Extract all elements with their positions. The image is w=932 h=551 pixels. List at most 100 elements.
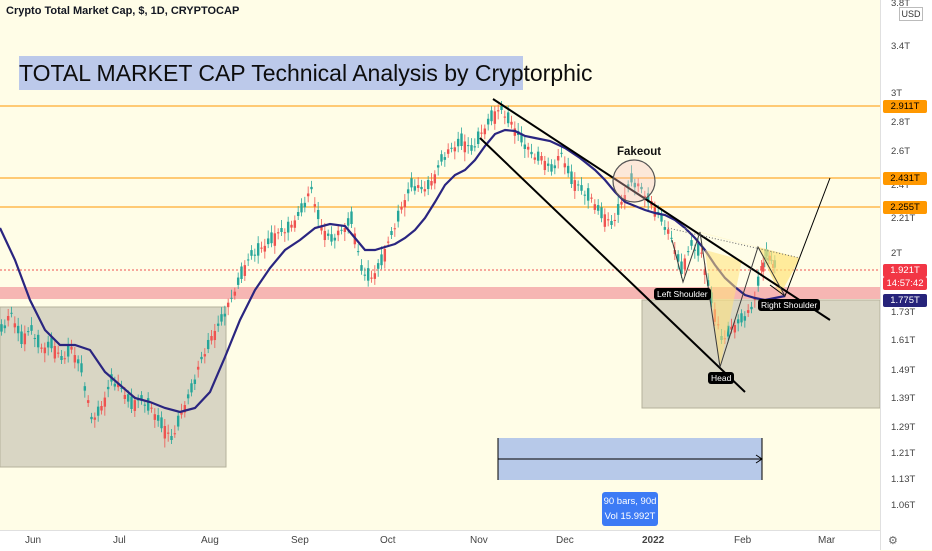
candle-body xyxy=(610,221,613,225)
candle-body xyxy=(56,352,60,354)
candle-body xyxy=(733,325,737,333)
candle-body xyxy=(580,185,583,191)
candle-body xyxy=(613,219,617,221)
candle-body xyxy=(246,259,250,261)
candle-body xyxy=(240,266,243,279)
candle-body xyxy=(26,331,30,333)
candle-body xyxy=(676,254,680,262)
candle-body xyxy=(556,156,560,161)
candle-body xyxy=(510,121,513,125)
candle-body xyxy=(476,131,480,144)
candle-body xyxy=(440,154,443,162)
candle-body xyxy=(390,231,393,235)
candle-body xyxy=(623,195,627,203)
candle-body xyxy=(193,379,197,384)
candle-body xyxy=(203,354,207,357)
candle-body xyxy=(630,173,633,183)
candle-body xyxy=(33,337,37,340)
chart-area[interactable]: Crypto Total Market Cap, $, 1D, CRYPTOCA… xyxy=(0,0,880,530)
candle-body xyxy=(643,195,647,199)
candle-body xyxy=(210,336,213,341)
candle-body xyxy=(743,316,747,321)
candle-body xyxy=(383,249,387,262)
candle-body xyxy=(150,407,153,409)
candle-body xyxy=(633,182,637,188)
candle-body xyxy=(586,188,590,201)
candle-body xyxy=(750,306,753,310)
gear-icon[interactable]: ⚙ xyxy=(888,535,898,547)
candle-body xyxy=(503,116,507,118)
time-tick: Aug xyxy=(201,535,219,546)
currency-label[interactable]: USD xyxy=(899,7,923,21)
candle-body xyxy=(453,147,457,152)
level-badge-mid: 2.431T xyxy=(883,172,927,185)
candle-body xyxy=(373,273,377,279)
price-axis[interactable]: USD 3.8T 3.4T 3T 2.8T 2.6T 2.4T 2.21T 2T… xyxy=(880,0,932,550)
candle-body xyxy=(480,132,483,134)
candle-body xyxy=(660,214,663,222)
candle-body xyxy=(600,207,603,219)
candle-body xyxy=(680,261,683,274)
candle-body xyxy=(486,118,490,125)
candle-body xyxy=(83,386,87,391)
candle-body xyxy=(306,193,310,197)
candle-body xyxy=(740,313,743,323)
candle-body xyxy=(596,205,600,211)
candle-body xyxy=(370,277,373,279)
candle-body xyxy=(410,178,413,188)
candle-body xyxy=(276,232,280,234)
candle-body xyxy=(343,228,347,232)
candle-body xyxy=(13,323,17,328)
candle-body xyxy=(260,247,263,249)
price-chart[interactable] xyxy=(0,0,880,530)
candle-body xyxy=(290,224,293,228)
candle-body xyxy=(436,165,440,168)
candle-body xyxy=(666,229,670,234)
candle-body xyxy=(173,433,177,435)
candle-body xyxy=(106,386,110,390)
candle-body xyxy=(16,325,20,334)
price-tick: 2.6T xyxy=(891,146,911,157)
target-box-right xyxy=(641,299,880,409)
candle-body xyxy=(620,201,623,205)
time-axis[interactable]: Jun Jul Aug Sep Oct Nov Dec 2022 Feb Mar xyxy=(0,530,880,551)
candle-body xyxy=(433,174,437,184)
candle-body xyxy=(316,209,320,220)
candle-body xyxy=(230,297,233,299)
candle-body xyxy=(540,156,543,161)
candle-body xyxy=(670,237,673,239)
candle-body xyxy=(456,138,460,147)
analysis-headline: TOTAL MARKET CAP Technical Analysis by C… xyxy=(19,56,593,90)
candle-body xyxy=(286,221,290,233)
candle-body xyxy=(550,164,553,172)
candle-body xyxy=(96,406,100,416)
symbol-title[interactable]: Crypto Total Market Cap, $, 1D, CRYPTOCA… xyxy=(6,5,240,17)
moving-average-line xyxy=(0,128,786,414)
candle-body xyxy=(703,269,707,275)
candle-body xyxy=(420,186,423,190)
candle-body xyxy=(506,112,510,124)
candle-body xyxy=(283,232,287,234)
candle-body xyxy=(706,280,710,286)
candle-body xyxy=(120,387,123,389)
candle-body xyxy=(63,358,67,360)
time-tick: Nov xyxy=(470,535,488,546)
candle-body xyxy=(590,197,593,199)
candle-body xyxy=(746,310,750,313)
candle-body xyxy=(236,277,240,285)
candle-body xyxy=(423,189,427,192)
countdown-badge: 14:57:42 xyxy=(883,277,927,290)
candle-body xyxy=(6,316,10,321)
candle-body xyxy=(406,189,410,194)
left-shoulder-label: Left Shoulder xyxy=(654,288,711,300)
candle-body xyxy=(73,355,77,363)
candle-body xyxy=(213,330,217,341)
candle-body xyxy=(663,227,667,230)
last-price-badge: 1.921T xyxy=(883,264,927,277)
price-tick: 2T xyxy=(891,248,903,259)
candle-body xyxy=(640,186,643,190)
candle-body xyxy=(170,436,173,440)
candle-body xyxy=(330,234,333,242)
candle-body xyxy=(473,146,477,148)
candle-body xyxy=(176,415,180,427)
